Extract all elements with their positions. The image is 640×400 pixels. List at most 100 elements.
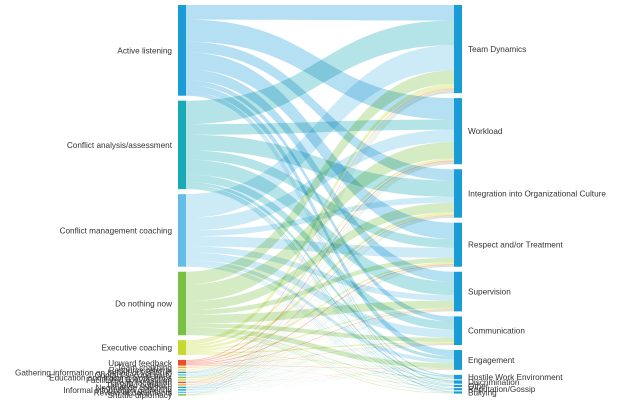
sankey-link [186, 310, 454, 388]
left-node-label: Upward feedback [108, 359, 173, 368]
right-node-bar[interactable] [454, 380, 462, 384]
right-node-bar[interactable] [454, 391, 462, 394]
left-node-bar[interactable] [178, 100, 186, 190]
left-node-bar[interactable] [178, 5, 186, 96]
sankey-link [186, 333, 454, 387]
sankey-link [186, 311, 454, 393]
sankey-link [186, 266, 454, 386]
left-node-bar[interactable] [178, 369, 186, 371]
sankey-link [186, 354, 454, 391]
sankey-link [186, 354, 454, 394]
sankey-link [186, 90, 454, 377]
left-node-bar[interactable] [178, 366, 186, 369]
right-node-label: Reputation/Gossip [468, 385, 536, 394]
right-node-bar[interactable] [454, 271, 462, 312]
right-node-label: Integration into Organizational Culture [468, 189, 606, 198]
sankey-link [186, 367, 454, 370]
sankey-link [186, 343, 454, 365]
sankey-link [186, 369, 454, 394]
left-node-label: Negotiation coaching [96, 383, 173, 392]
left-node-bar[interactable] [178, 271, 186, 336]
sankey-link [186, 369, 454, 374]
sankey-link [186, 344, 454, 381]
left-node-label: Targeted outreach [106, 381, 172, 390]
right-node-bar[interactable] [454, 222, 462, 267]
sankey-link [186, 344, 454, 383]
right-node-bar[interactable] [454, 98, 462, 165]
left-node-bar[interactable] [178, 394, 186, 396]
left-node-bar[interactable] [178, 381, 186, 384]
left-node-bar[interactable] [178, 359, 186, 366]
sankey-link [186, 310, 454, 371]
right-node-bar[interactable] [454, 350, 462, 370]
right-node-bar[interactable] [454, 374, 462, 380]
sankey-link [186, 216, 454, 386]
left-node-label: Review of documents [94, 388, 172, 397]
left-node-bar[interactable] [178, 389, 186, 391]
sankey-link [186, 161, 454, 370]
right-node-label: Hostile Work Environment [468, 373, 563, 382]
left-node-label: Shuttle diplomacy [107, 391, 173, 400]
sankey-link [186, 216, 454, 373]
left-node-label: Gathering information on behalf of visit… [15, 368, 172, 377]
right-node-bar[interactable] [454, 388, 462, 391]
left-node-label: Do nothing now [115, 299, 172, 308]
sankey-link [186, 369, 454, 379]
left-node-bar[interactable] [178, 374, 186, 376]
sankey-link [186, 164, 454, 395]
sankey-link [186, 369, 454, 396]
sankey-link [186, 343, 454, 368]
left-node-bar[interactable] [178, 340, 186, 355]
sankey-link [186, 93, 454, 386]
sankey-link [186, 52, 454, 240]
sankey-link [186, 310, 454, 381]
sankey-link [186, 266, 454, 393]
left-node-bar[interactable] [178, 371, 186, 374]
sankey-link [186, 309, 454, 368]
sankey-link [186, 134, 454, 197]
sankey-link [186, 90, 454, 372]
sankey-link [186, 369, 454, 371]
sankey-link [186, 265, 454, 378]
right-node-bar[interactable] [454, 5, 462, 94]
sankey-link [186, 92, 454, 393]
right-node-label: Respect and/or Treatment [468, 241, 563, 250]
sankey-link [186, 215, 454, 371]
left-node-label: Education and training workshops [49, 373, 172, 382]
sankey-link [186, 344, 454, 378]
sankey-link [186, 344, 454, 393]
sankey-link [186, 265, 454, 368]
sankey-link [186, 364, 454, 370]
sankey-link [186, 83, 454, 345]
right-node-label: Discrimination [468, 378, 520, 387]
sankey-link [186, 334, 454, 394]
sankey-link [186, 162, 454, 373]
left-node-bar[interactable] [178, 386, 186, 389]
sankey-link [186, 252, 454, 338]
sankey-link [186, 309, 454, 365]
left-node-bar[interactable] [178, 376, 186, 379]
left-node-bar[interactable] [178, 194, 186, 267]
sankey-link [186, 217, 454, 393]
sankey-link [186, 217, 454, 388]
left-node-bar[interactable] [178, 391, 186, 394]
sankey-link [186, 265, 454, 390]
right-node-bar[interactable] [454, 316, 462, 346]
sankey-link [186, 342, 454, 354]
sankey-link [186, 369, 454, 384]
sankey-link [186, 354, 454, 384]
right-node-bar[interactable] [454, 384, 462, 387]
sankey-link [186, 310, 454, 383]
sankey-link [186, 20, 454, 125]
sankey-link [186, 162, 454, 380]
sankey-link [186, 163, 454, 393]
left-node-label: Contact second party [95, 371, 173, 380]
left-node-bar[interactable] [178, 384, 186, 386]
left-node-label: Conflict management coaching [60, 226, 173, 235]
left-node-bar[interactable] [178, 379, 186, 381]
sankey-link [186, 353, 454, 369]
sankey-link [186, 265, 454, 387]
right-node-bar[interactable] [454, 169, 462, 218]
sankey-link [186, 89, 454, 368]
sankey-link [186, 365, 454, 384]
